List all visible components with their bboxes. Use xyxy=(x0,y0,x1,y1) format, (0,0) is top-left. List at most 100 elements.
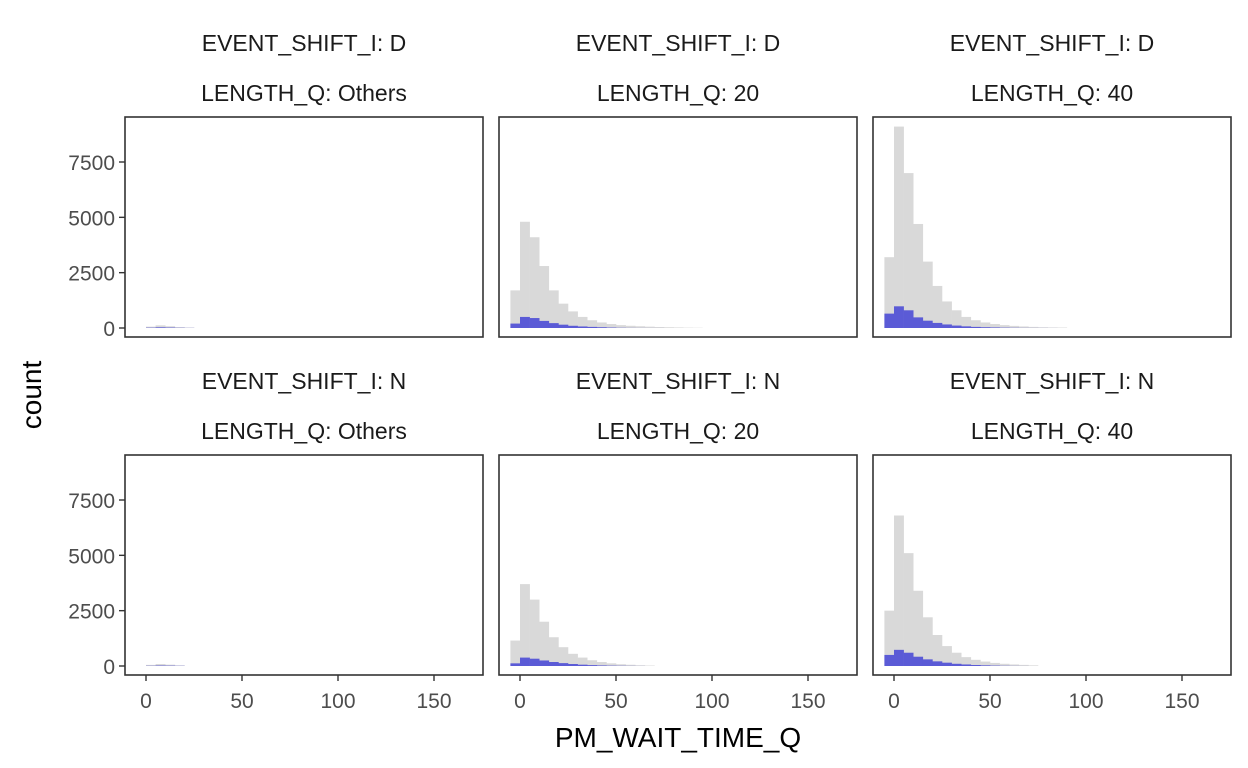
histogram-bar-highlight xyxy=(903,652,914,666)
histogram-bar-highlight xyxy=(894,649,904,666)
panel-frame xyxy=(872,454,1232,676)
panel-frame xyxy=(124,116,484,338)
histogram-bar-all xyxy=(558,303,569,328)
histogram-bar-highlight xyxy=(510,323,521,328)
histogram-bar-all xyxy=(577,657,588,666)
x-tick-label: 150 xyxy=(416,690,451,713)
y-tick-label: 5000 xyxy=(68,207,115,230)
histogram-bar-highlight xyxy=(932,322,943,328)
histogram-bar-all xyxy=(596,322,607,328)
histogram-bar-all xyxy=(635,326,646,328)
strip-label-shift: EVENT_SHIFT_I: N xyxy=(576,368,780,394)
histogram-bar-all xyxy=(913,223,924,328)
histogram-bar-all xyxy=(654,327,665,328)
histogram-bar-all xyxy=(165,326,176,328)
strip-label-length: LENGTH_Q: 20 xyxy=(597,418,759,444)
x-tick-label: 150 xyxy=(790,690,825,713)
histogram-bar-highlight xyxy=(990,327,1000,328)
histogram-bar-all xyxy=(1028,326,1039,328)
x-tick-label: 150 xyxy=(1164,690,1199,713)
histogram-bar-highlight xyxy=(903,310,914,328)
y-tick-label: 7500 xyxy=(68,490,115,513)
strip-label-shift: EVENT_SHIFT_I: D xyxy=(202,30,406,56)
x-tick-label: 100 xyxy=(1068,690,1103,713)
histogram-bar-all xyxy=(903,553,914,666)
histogram-bar-highlight xyxy=(577,664,588,666)
y-tick-label: 0 xyxy=(103,318,115,341)
histogram-bar-highlight xyxy=(942,662,952,666)
y-tick-label: 2500 xyxy=(68,263,115,286)
strip-label-length: LENGTH_Q: 40 xyxy=(971,80,1133,106)
histogram-bar-all xyxy=(884,610,895,666)
histogram-bar-highlight xyxy=(596,327,607,328)
histogram-bar-all xyxy=(548,637,559,666)
histogram-bar-all xyxy=(539,266,550,328)
x-tick-label: 50 xyxy=(230,690,253,713)
histogram-bar-highlight xyxy=(942,324,952,328)
histogram-bar-highlight xyxy=(980,327,991,328)
histogram-bar-all xyxy=(942,301,952,328)
x-tick-label: 50 xyxy=(604,690,627,713)
x-tick-label: 100 xyxy=(320,690,355,713)
histogram-bar-highlight xyxy=(913,317,924,328)
histogram-bar-all xyxy=(913,590,924,666)
histogram-bar-all xyxy=(999,663,1010,666)
y-tick-label: 2500 xyxy=(68,601,115,624)
histogram-bar-highlight xyxy=(529,318,540,328)
panel-frame xyxy=(498,116,858,338)
histogram-bar-all xyxy=(616,325,626,328)
histogram-bar-highlight xyxy=(922,659,933,666)
histogram-bar-highlight xyxy=(980,665,991,666)
histogram-bar-all xyxy=(961,657,972,666)
histogram-bar-highlight xyxy=(587,665,598,666)
histogram-bar-all xyxy=(146,326,156,328)
histogram-bar-all xyxy=(1009,325,1020,328)
y-axis-title: count xyxy=(16,361,47,430)
histogram-bar-all xyxy=(1028,665,1039,666)
histogram-bar-highlight xyxy=(884,654,895,666)
x-axis-title: PM_WAIT_TIME_Q xyxy=(555,722,801,753)
histogram-bar-highlight xyxy=(558,663,569,666)
histogram-bar-all xyxy=(174,327,185,328)
histogram-bar-highlight xyxy=(568,325,578,328)
histogram-bar-all xyxy=(510,290,521,328)
histogram-bar-all xyxy=(587,660,598,666)
histogram-bar-all xyxy=(625,664,636,666)
x-tick-label: 0 xyxy=(514,690,526,713)
histogram-bar-all xyxy=(558,647,569,666)
histogram-bar-all xyxy=(942,646,952,666)
histogram-bar-highlight xyxy=(884,313,895,328)
strip-label-length: LENGTH_Q: 40 xyxy=(971,418,1133,444)
x-tick-label: 0 xyxy=(140,690,152,713)
histogram-bar-highlight xyxy=(548,323,559,328)
histogram-bar-all xyxy=(1038,327,1048,328)
histogram-bar-all xyxy=(548,290,559,328)
histogram-bar-all xyxy=(635,665,646,666)
histogram-bar-all xyxy=(990,662,1000,666)
histogram-bar-all xyxy=(568,311,578,328)
histogram-bar-all xyxy=(1009,664,1020,666)
histogram-bar-all xyxy=(644,326,655,328)
histogram-bar-all xyxy=(165,664,176,666)
histogram-bar-all xyxy=(664,327,674,328)
histogram-bar-all xyxy=(922,617,933,666)
histogram-bar-highlight xyxy=(568,664,578,666)
histogram-bar-all xyxy=(510,640,521,666)
histogram-bar-highlight xyxy=(951,325,962,328)
histogram-bar-all xyxy=(625,325,636,328)
histogram-bar-all xyxy=(1018,664,1029,666)
histogram-bar-all xyxy=(951,310,962,328)
panel-frame xyxy=(124,454,484,676)
histogram-bar-all xyxy=(980,661,991,666)
histogram-bar-all xyxy=(932,285,943,328)
histogram-bar-all xyxy=(529,599,540,666)
histogram-bar-all xyxy=(980,322,991,328)
histogram-bar-highlight xyxy=(529,658,540,666)
histogram-bar-all xyxy=(951,652,962,666)
histogram-bar-highlight xyxy=(894,306,904,328)
histogram-bar-all xyxy=(673,327,684,328)
histogram-bar-all xyxy=(155,664,166,666)
histogram-bar-all xyxy=(961,316,972,328)
histogram-bar-all xyxy=(999,325,1010,328)
